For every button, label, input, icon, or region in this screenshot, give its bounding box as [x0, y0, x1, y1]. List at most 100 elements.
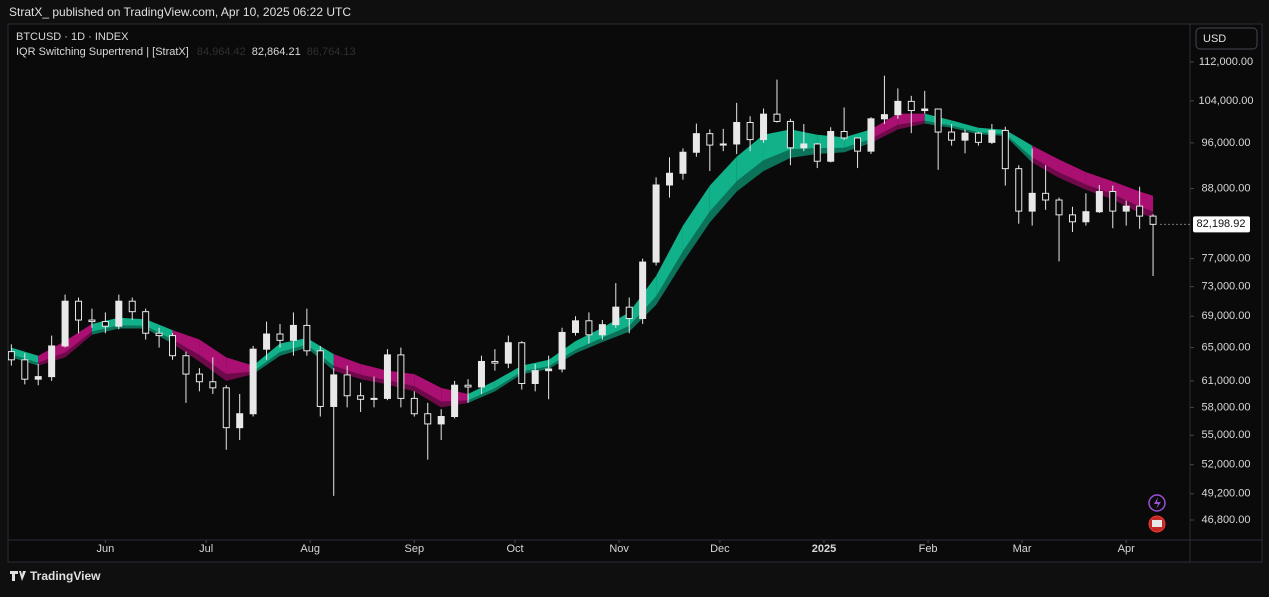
indicator-value: 82,864.21: [252, 46, 301, 58]
candle-body: [934, 108, 942, 133]
y-tick-label: 46,800.00: [1202, 514, 1251, 526]
y-tick-label: 73,000.00: [1202, 281, 1251, 293]
currency[interactable]: USD: [1203, 33, 1226, 45]
candle-body: [330, 374, 338, 407]
y-tick-label: 49,200.00: [1202, 488, 1251, 500]
candle-body: [34, 376, 42, 380]
candle-body: [263, 333, 271, 350]
ribbon-segment: [951, 120, 979, 135]
candle-body: [1136, 205, 1144, 217]
candle-body: [639, 261, 647, 320]
candle-body: [236, 413, 244, 429]
x-tick-label: Mar: [1013, 543, 1032, 555]
candle-body: [1068, 214, 1076, 223]
candle-body: [692, 133, 700, 153]
candle-body: [155, 332, 163, 337]
y-tick-label: 55,000.00: [1202, 429, 1251, 441]
alert-icons: [1148, 494, 1166, 533]
footer-logo: [10, 571, 26, 581]
candle-body: [719, 143, 727, 146]
y-tick-label: 77,000.00: [1202, 253, 1251, 265]
candle-body: [518, 342, 526, 384]
candle-body: [625, 306, 633, 320]
ribbon-segment: [1032, 145, 1060, 178]
x-tick-label: Apr: [1118, 543, 1135, 555]
candle-body: [21, 359, 29, 380]
candle-body: [424, 413, 432, 425]
x-tick-label: Aug: [300, 543, 320, 555]
candle-body: [451, 384, 459, 418]
candle-body: [383, 354, 391, 399]
symbol: BTCUSD · 1D · INDEX: [16, 31, 129, 43]
candle-body: [894, 100, 902, 116]
ribbon-segment: [118, 317, 146, 329]
candle-body: [1015, 168, 1023, 212]
candle-body: [1122, 205, 1130, 212]
candle-body: [343, 374, 351, 397]
ribbon-segment: [414, 374, 442, 408]
y-tick-label: 65,000.00: [1202, 341, 1251, 353]
ribbon-shade: [763, 149, 791, 171]
candle-body: [169, 335, 177, 357]
candle-body: [1028, 192, 1036, 212]
ribbon-shade: [870, 124, 898, 143]
candle-body: [303, 324, 311, 352]
candle-body: [289, 324, 297, 341]
last-price-label: 82,198.92: [1197, 218, 1246, 230]
y-tick-label: 61,000.00: [1202, 375, 1251, 387]
candle-body: [276, 333, 284, 341]
ribbon-shade: [65, 331, 92, 358]
ribbon-segment: [736, 134, 764, 192]
candle-body: [1042, 192, 1050, 201]
x-tick-label: Jul: [199, 543, 213, 555]
candle-body: [773, 113, 781, 122]
ribbon-shade: [736, 160, 764, 192]
ribbon-segment: [1112, 181, 1140, 213]
ribbon-segment: [870, 113, 898, 143]
candle-body: [48, 345, 56, 378]
ribbon-shade: [172, 339, 200, 362]
candle-body: [249, 348, 257, 415]
plot-area: [8, 75, 1157, 496]
candle-body: [545, 368, 553, 372]
candle-body: [491, 360, 499, 364]
y-tick-label: 58,000.00: [1202, 401, 1251, 413]
ribbon-shade: [790, 148, 818, 158]
candle-body: [760, 113, 768, 141]
ribbon-segment: [172, 330, 200, 362]
publisher: StratX_ published on TradingView.com, Ap…: [9, 5, 351, 19]
ribbon-shade: [709, 181, 737, 223]
candle-body: [8, 351, 15, 361]
candle-body: [907, 100, 915, 112]
y-tick-label: 69,000.00: [1202, 310, 1251, 322]
candle-body: [786, 120, 794, 149]
candle-body: [961, 132, 969, 141]
candle-body: [1149, 215, 1157, 225]
candle-body: [558, 331, 566, 370]
x-tick-label: Oct: [506, 543, 523, 555]
candle-body: [813, 143, 821, 162]
candle-body: [867, 118, 875, 152]
ribbon-shade: [414, 386, 442, 408]
candle-body: [464, 384, 472, 388]
indicator-value: 84,964.42: [197, 46, 246, 58]
candle-body: [948, 131, 956, 141]
candle-body: [195, 373, 203, 383]
x-tick-label: Jun: [97, 543, 115, 555]
candle-body: [61, 300, 69, 347]
x-tick-label: Nov: [609, 543, 629, 555]
candle-body: [746, 121, 754, 141]
currency-button[interactable]: [1195, 27, 1258, 50]
indicator-name: IQR Switching Supertrend | [StratX]: [16, 46, 189, 58]
x-tick-label: 2025: [812, 543, 836, 555]
candle-body: [733, 121, 741, 145]
ribbon-shade: [1059, 172, 1086, 190]
candle-body: [128, 300, 136, 313]
candle-body: [209, 381, 217, 389]
y-tick-label: 52,000.00: [1202, 459, 1251, 471]
x-tick-label: Dec: [710, 543, 730, 555]
candle-body: [571, 320, 579, 333]
y-tick-label: 96,000.00: [1202, 137, 1251, 149]
